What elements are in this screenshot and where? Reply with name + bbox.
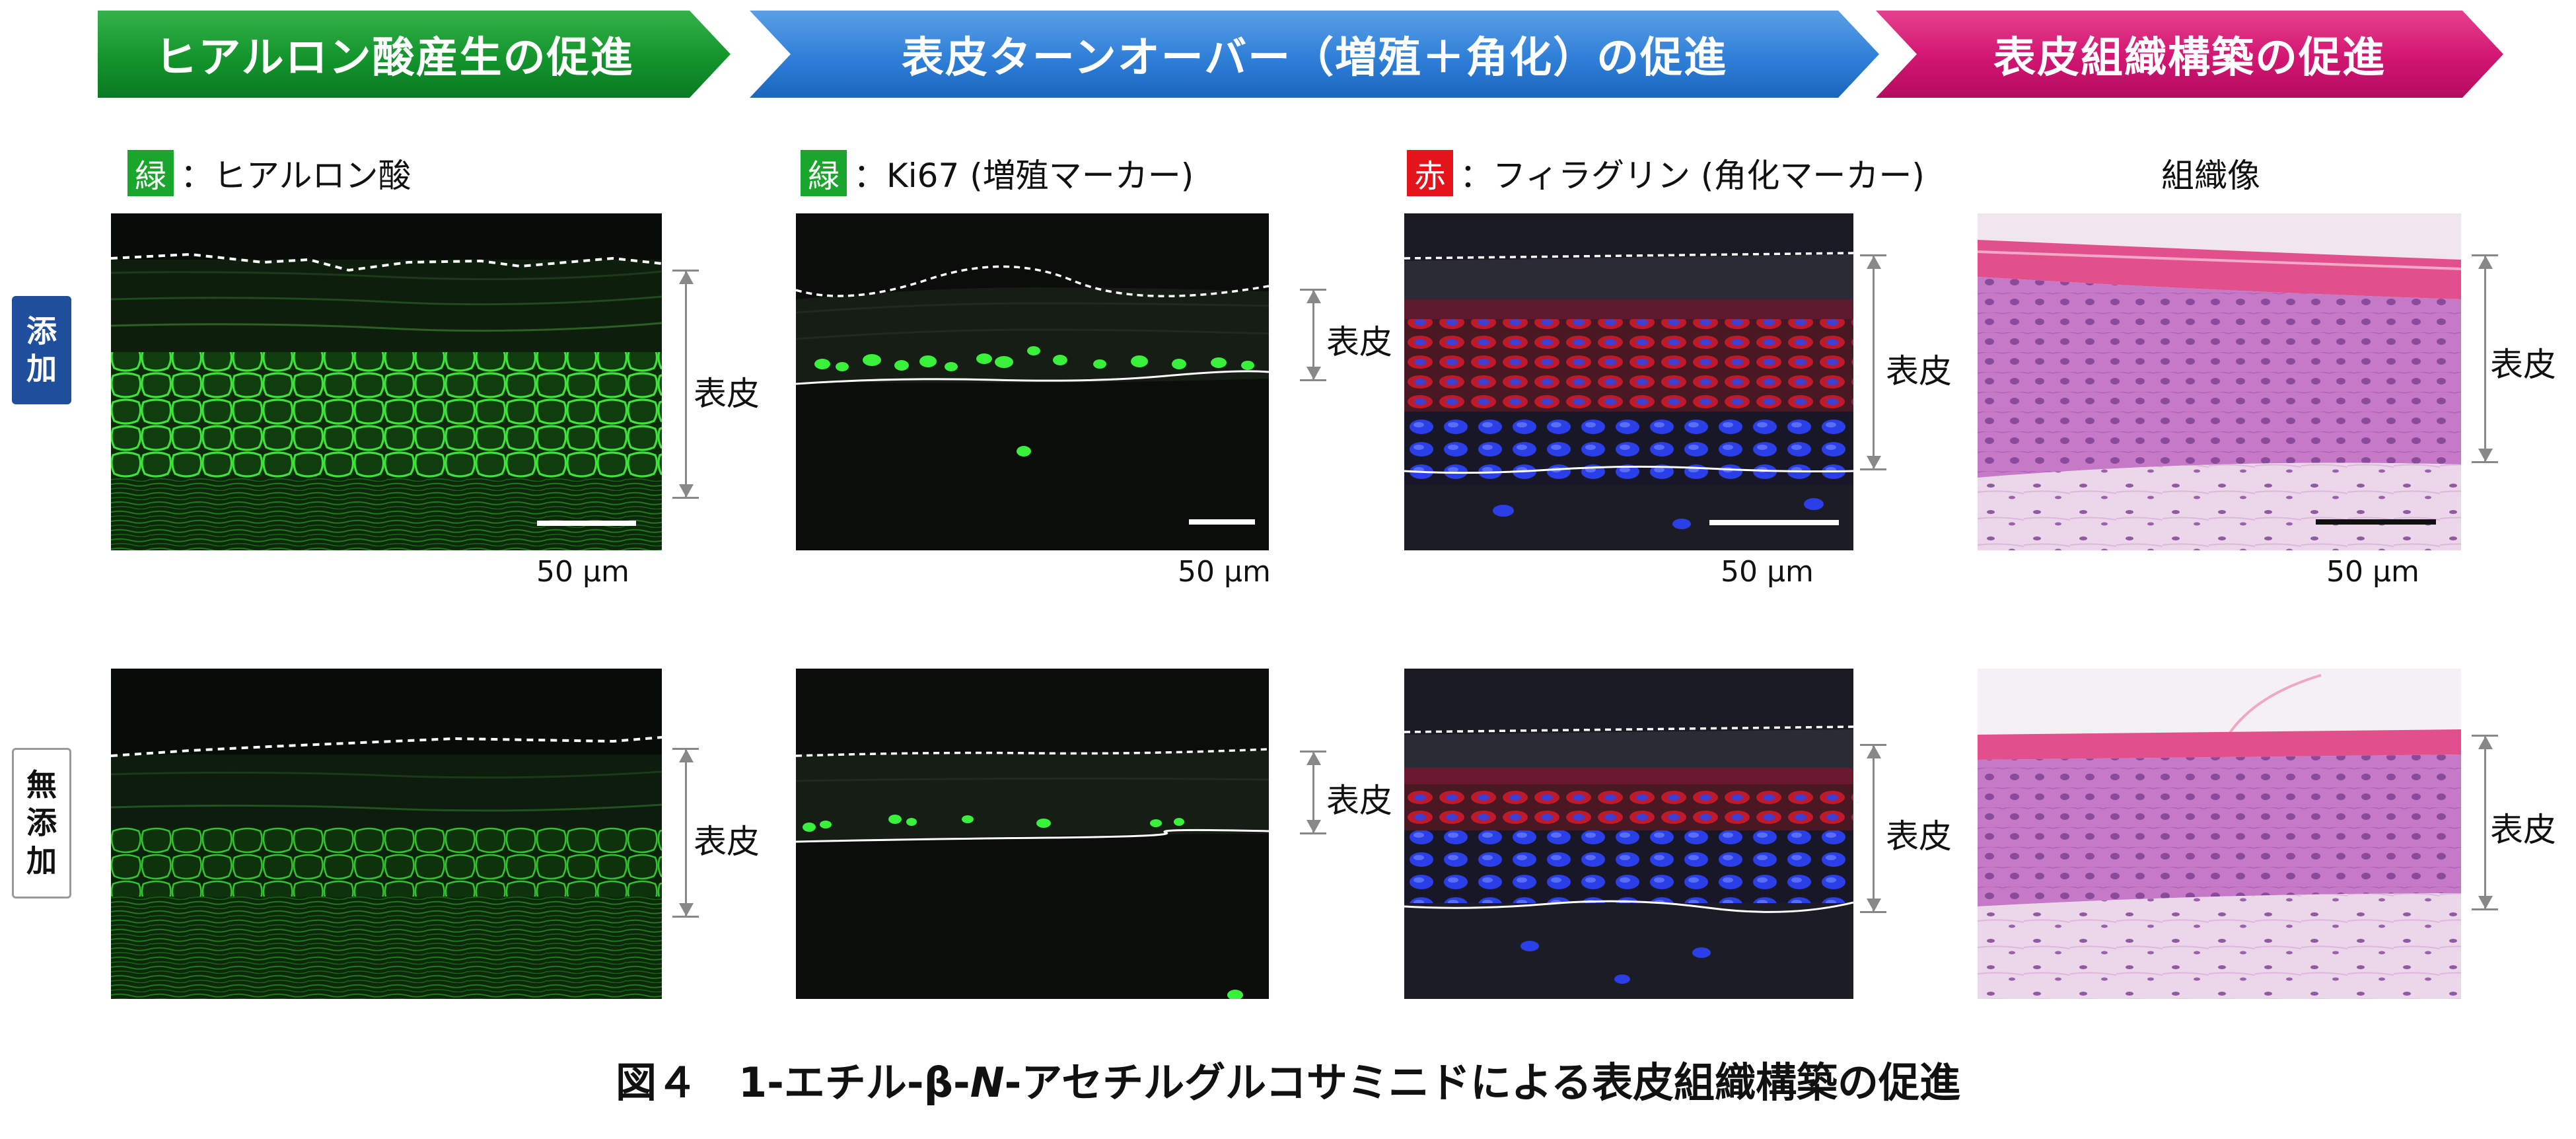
banner-tissue-construction: 表皮組織構築の促進 [1876, 11, 2503, 98]
epidermis-bracket [1300, 289, 1326, 381]
green-chip: 緑 [801, 150, 847, 196]
epidermis-label: 表皮 [1326, 323, 1392, 361]
epidermis-bracket [1860, 744, 1886, 913]
column-label-text: ：フィラグリン (角化マーカー) [1460, 157, 1925, 195]
micrograph-histology-not-added [1978, 669, 2461, 999]
micrograph-hyaluronic-added [111, 213, 662, 550]
micrograph-ki67-not-added [796, 669, 1269, 999]
column-label-text: ：ヒアルロン酸 [180, 157, 411, 195]
epidermis-label: 表皮 [1886, 352, 1952, 390]
banner-hyaluronic-acid: ヒアルロン酸産生の促進 [98, 11, 731, 98]
micrograph-ki67-added [796, 213, 1269, 550]
banner-hyaluronic-acid-text: ヒアルロン酸産生の促進 [155, 34, 634, 83]
caption-suffix: -アセチルグルコサミニドによる表皮組織構築の促進 [1004, 1058, 1960, 1107]
micrograph-filaggrin-not-added [1404, 669, 1853, 999]
epidermis-label: 表皮 [1326, 782, 1392, 820]
row-label-char: 加 [26, 842, 57, 879]
epidermis-bracket [1860, 254, 1886, 470]
epidermis-label: 表皮 [694, 375, 760, 413]
column-label-text: 組織像 [2161, 157, 2260, 195]
column-label-ki67: 緑 ：Ki67 (増殖マーカー) [801, 149, 1194, 197]
banner-turnover-text: 表皮ターンオーバー（増殖＋角化）の促進 [901, 34, 1728, 83]
epidermis-bracket [672, 748, 699, 918]
red-chip: 赤 [1407, 150, 1453, 196]
caption-italic: N [970, 1058, 1005, 1107]
row-label-char: 添 [26, 312, 57, 349]
micrograph-histology-added [1978, 213, 2461, 550]
micrograph-hyaluronic-not-added [111, 669, 662, 999]
column-label-text: ：Ki67 (増殖マーカー) [853, 157, 1194, 195]
epidermis-bracket [2472, 254, 2498, 463]
banner-turnover: 表皮ターンオーバー（増殖＋角化）の促進 [750, 11, 1879, 98]
epidermis-label: 表皮 [2490, 811, 2556, 849]
row-label-char: 無 [26, 766, 57, 803]
row-label-not-added: 無 添 加 [12, 748, 71, 899]
micrograph-filaggrin-added [1404, 213, 1853, 550]
column-label-filaggrin: 赤 ：フィラグリン (角化マーカー) [1407, 149, 1925, 197]
column-label-histology: 組織像 [2161, 149, 2260, 197]
figure-caption: 図４ 1-エチル-β-N-アセチルグルコサミニドによる表皮組織構築の促進 [0, 1049, 2576, 1109]
green-chip: 緑 [127, 150, 174, 196]
epidermis-label: 表皮 [694, 823, 760, 861]
scale-bar-label: 50 µm [536, 555, 629, 589]
scale-bar-label: 50 µm [1178, 555, 1271, 589]
caption-prefix: 図４ 1-エチル-β- [615, 1058, 970, 1107]
scale-bar-label: 50 µm [1721, 555, 1814, 589]
epidermis-bracket [672, 270, 699, 499]
row-label-added: 添 加 [12, 296, 71, 404]
row-label-char: 加 [26, 351, 57, 386]
epidermis-bracket [2472, 735, 2498, 910]
epidermis-bracket [1300, 751, 1326, 834]
epidermis-label: 表皮 [1886, 817, 1952, 856]
column-label-hyaluronic: 緑 ：ヒアルロン酸 [127, 149, 411, 197]
row-label-char: 添 [26, 805, 57, 841]
banner-tissue-construction-text: 表皮組織構築の促進 [1993, 34, 2386, 83]
scale-bar-label: 50 µm [2326, 555, 2419, 589]
epidermis-label: 表皮 [2490, 346, 2556, 384]
